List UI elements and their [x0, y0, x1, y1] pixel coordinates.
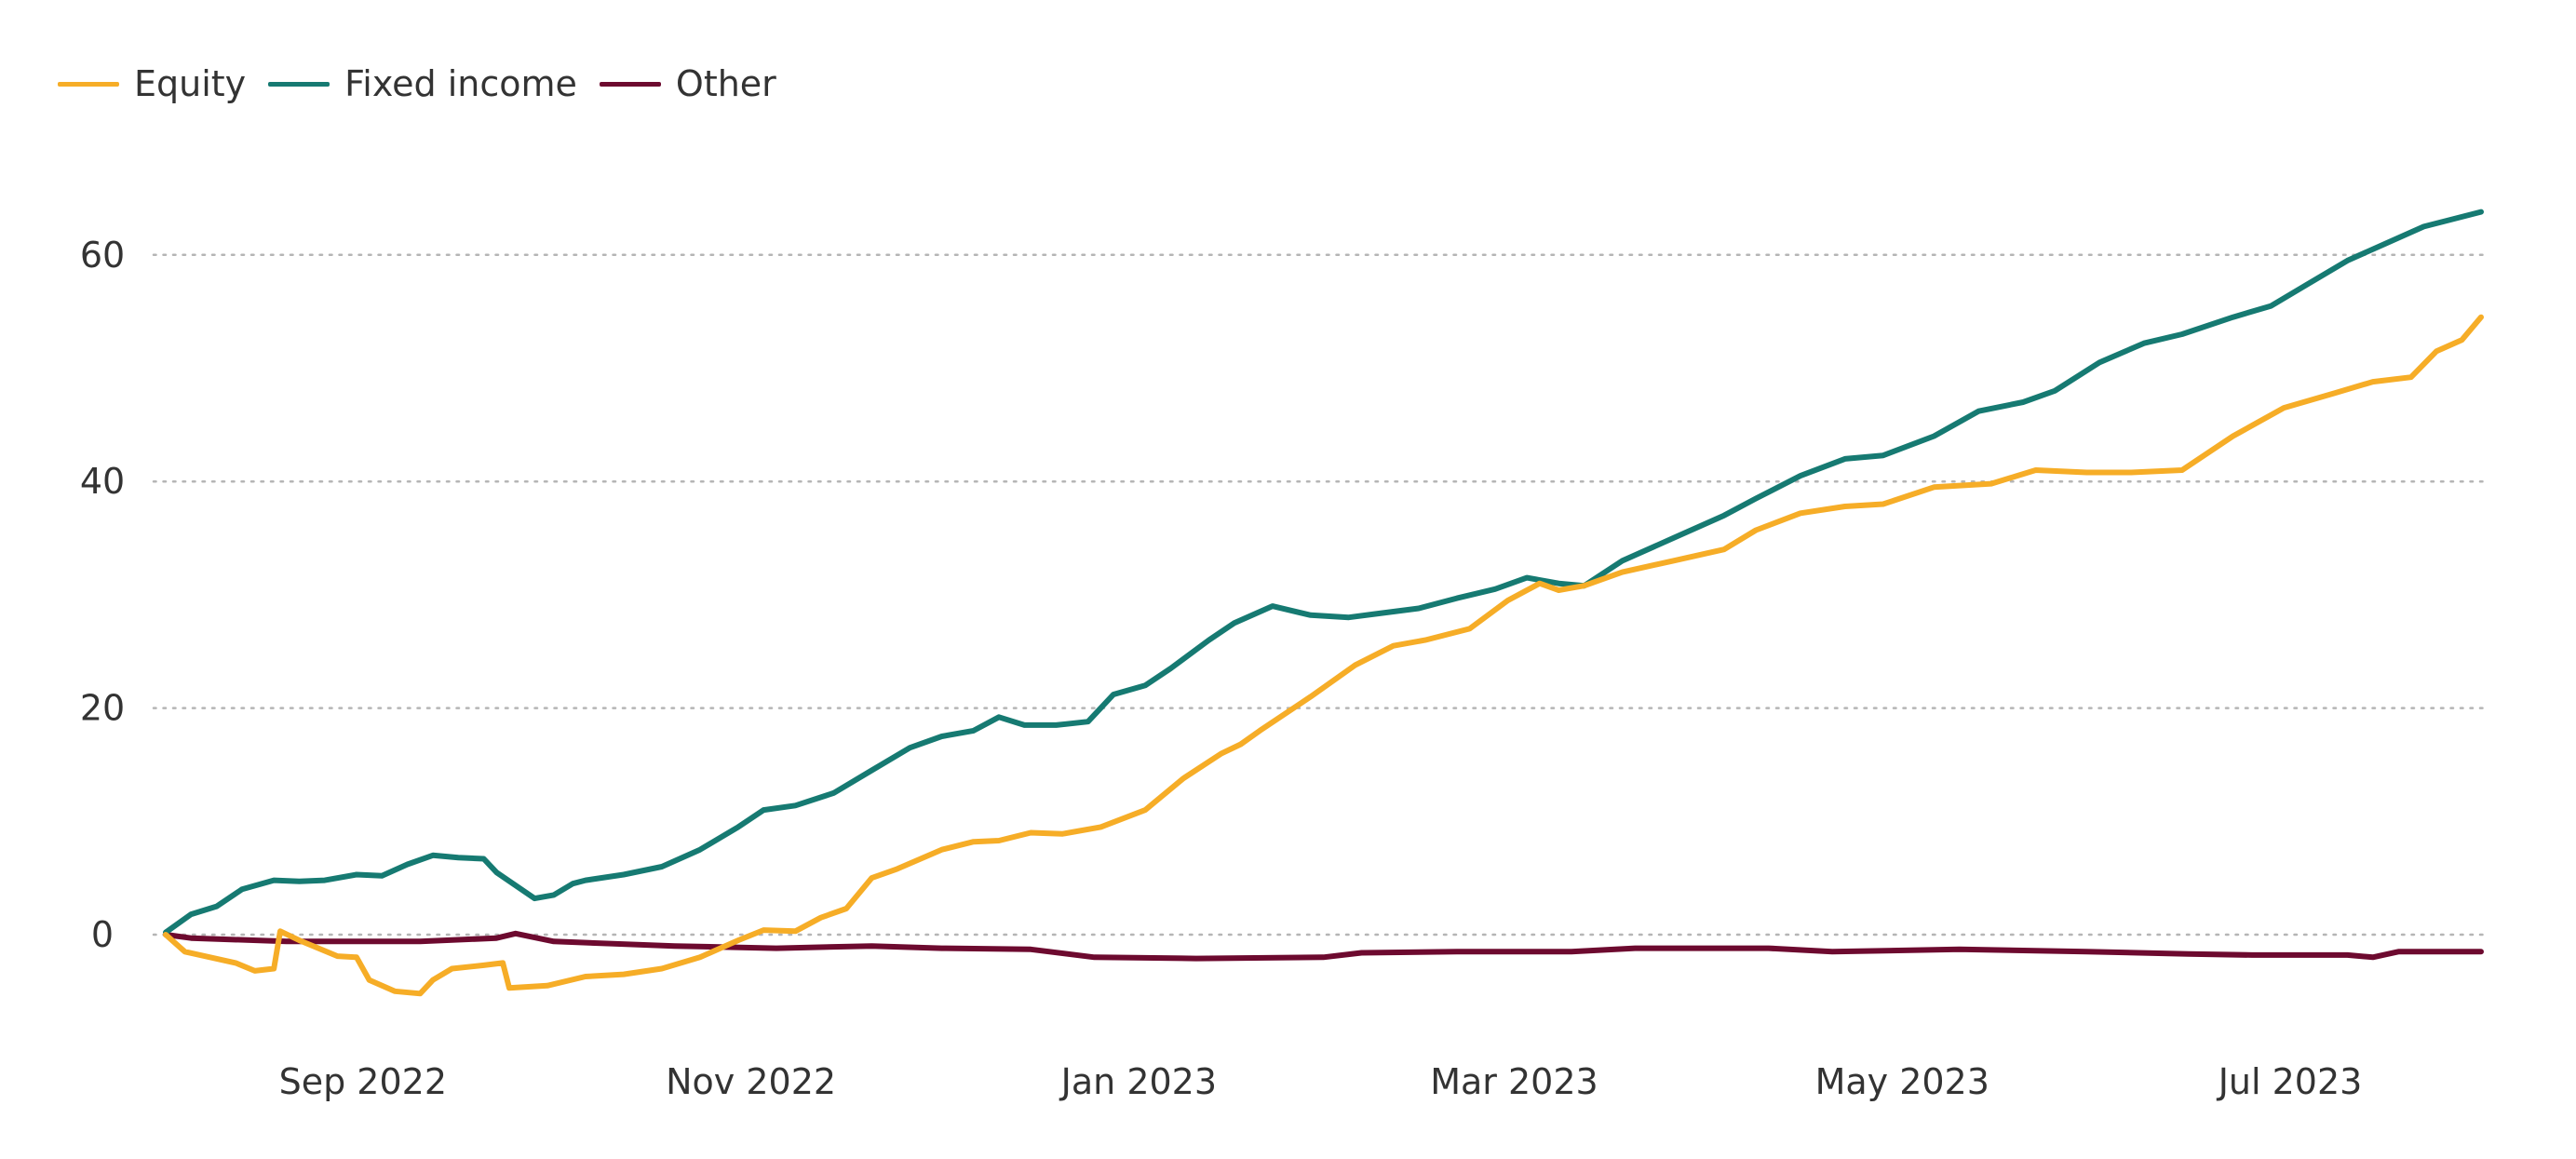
legend-label: Fixed income [344, 63, 577, 104]
x-tick-label: Sep 2022 [279, 1061, 447, 1102]
x-tick-label: Nov 2022 [666, 1061, 836, 1102]
y-tick-label: 40 [80, 461, 125, 502]
x-axis-tick-labels: Sep 2022 Nov 2022 Jan 2023 Mar 2023 May 2023… [279, 1061, 2363, 1102]
y-tick-label: 60 [80, 235, 125, 276]
legend-item-equity: Equity [58, 63, 246, 104]
x-tick-label: May 2023 [1815, 1061, 1989, 1102]
legend-label: Other [675, 63, 776, 104]
x-tick-label: Jan 2023 [1059, 1061, 1217, 1102]
x-tick-label: Jul 2023 [2217, 1061, 2363, 1102]
legend-swatch [268, 81, 330, 87]
series-line-fixed-income [163, 209, 2484, 936]
x-tick-label: Mar 2023 [1430, 1061, 1598, 1102]
legend-swatch [58, 81, 119, 87]
legend-swatch [599, 81, 661, 87]
y-tick-label: 0 [91, 914, 114, 955]
y-axis-tick-labels: 0 20 40 60 [80, 235, 125, 955]
legend-item-other: Other [599, 63, 776, 104]
series-line-other [163, 930, 2484, 962]
chart-legend: Equity Fixed income Other [58, 63, 799, 104]
legend-label: Equity [134, 63, 247, 104]
series-lines [163, 209, 2484, 997]
gridlines [152, 253, 2486, 937]
series-line-equity [163, 314, 2484, 997]
legend-item-fixed-income: Fixed income [268, 63, 577, 104]
y-tick-label: 20 [80, 688, 125, 729]
